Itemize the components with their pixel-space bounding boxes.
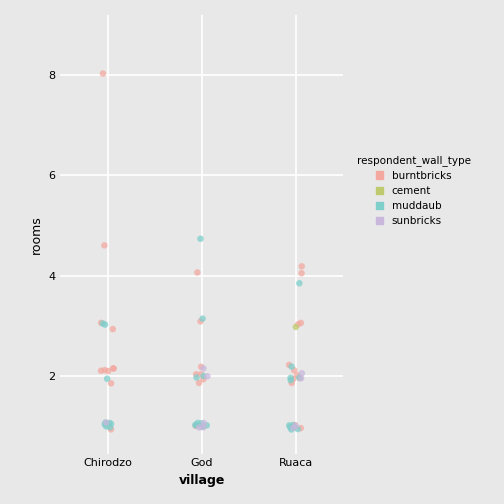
Point bbox=[109, 364, 117, 372]
Point bbox=[109, 325, 117, 333]
Point bbox=[294, 425, 302, 433]
Point bbox=[295, 373, 303, 382]
Point bbox=[289, 421, 297, 429]
Point bbox=[291, 421, 299, 429]
Point bbox=[101, 366, 109, 374]
Point bbox=[197, 370, 205, 378]
Point bbox=[193, 373, 201, 382]
Point bbox=[99, 320, 107, 328]
Point bbox=[287, 376, 295, 384]
Point bbox=[107, 425, 115, 433]
Point bbox=[200, 375, 208, 383]
Point bbox=[298, 262, 306, 270]
Point bbox=[200, 364, 208, 372]
Point bbox=[297, 424, 305, 432]
Point bbox=[291, 422, 299, 430]
Point bbox=[101, 419, 109, 427]
Point bbox=[101, 321, 109, 329]
Point bbox=[97, 367, 105, 375]
Point bbox=[288, 379, 296, 387]
Point bbox=[199, 422, 207, 430]
Point bbox=[102, 418, 110, 426]
Point bbox=[104, 367, 112, 375]
Y-axis label: rooms: rooms bbox=[30, 215, 43, 254]
Point bbox=[296, 374, 304, 382]
Point bbox=[285, 361, 293, 369]
Point bbox=[194, 419, 202, 427]
Point bbox=[102, 422, 110, 430]
Point bbox=[197, 235, 205, 243]
Point bbox=[290, 423, 298, 431]
Point bbox=[290, 423, 298, 431]
Point bbox=[289, 375, 297, 383]
Point bbox=[192, 421, 200, 429]
Point bbox=[192, 421, 200, 429]
Point bbox=[99, 70, 107, 78]
Point bbox=[107, 380, 115, 388]
Point bbox=[288, 362, 296, 370]
Point bbox=[290, 366, 298, 374]
Point bbox=[199, 423, 207, 431]
Point bbox=[293, 371, 301, 379]
Point bbox=[198, 422, 206, 430]
Point bbox=[204, 372, 212, 381]
Point bbox=[286, 423, 294, 431]
Point bbox=[106, 423, 114, 431]
Point bbox=[285, 421, 293, 429]
Point bbox=[292, 323, 300, 331]
Point bbox=[197, 419, 205, 427]
Point bbox=[107, 420, 115, 428]
Legend: burntbricks, cement, muddaub, sunbricks: burntbricks, cement, muddaub, sunbricks bbox=[354, 152, 474, 229]
Point bbox=[200, 372, 208, 380]
Point bbox=[289, 424, 297, 432]
Point bbox=[192, 422, 200, 430]
Point bbox=[297, 319, 305, 327]
Point bbox=[298, 369, 306, 377]
Point bbox=[286, 374, 294, 382]
X-axis label: village: village bbox=[178, 474, 225, 487]
Point bbox=[199, 314, 207, 323]
Point bbox=[197, 363, 205, 371]
Point bbox=[203, 421, 211, 429]
Point bbox=[195, 379, 203, 387]
Point bbox=[195, 423, 203, 431]
Point bbox=[97, 319, 105, 327]
Point bbox=[297, 374, 305, 382]
Point bbox=[295, 279, 303, 287]
Point bbox=[109, 364, 117, 372]
Point bbox=[294, 320, 302, 328]
Point bbox=[103, 374, 111, 383]
Point bbox=[194, 269, 202, 277]
Point bbox=[297, 269, 305, 277]
Point bbox=[192, 370, 200, 379]
Point bbox=[105, 419, 113, 427]
Point bbox=[200, 419, 208, 427]
Point bbox=[100, 241, 108, 249]
Point bbox=[197, 318, 205, 326]
Point bbox=[101, 420, 109, 428]
Point bbox=[287, 425, 295, 433]
